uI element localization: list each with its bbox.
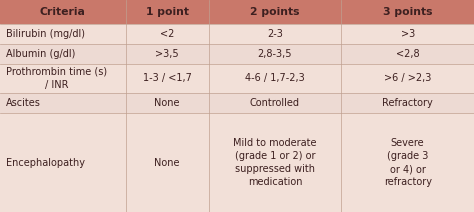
- Text: Albumin (g/dl): Albumin (g/dl): [6, 49, 75, 59]
- Text: Refractory: Refractory: [382, 98, 433, 108]
- Bar: [0, 113, 474, 212]
- Bar: [0, 64, 474, 93]
- Text: Bilirubin (mg/dl): Bilirubin (mg/dl): [6, 29, 85, 39]
- Text: >6 / >2,3: >6 / >2,3: [384, 73, 431, 83]
- Text: Severe
(grade 3
or 4) or
refractory: Severe (grade 3 or 4) or refractory: [383, 138, 432, 187]
- Text: >3: >3: [401, 29, 415, 39]
- Bar: [0, 93, 474, 113]
- Bar: [0, 44, 474, 64]
- Text: Criteria: Criteria: [40, 7, 86, 17]
- Text: Encephalopathy: Encephalopathy: [6, 158, 85, 167]
- Text: Controlled: Controlled: [250, 98, 300, 108]
- Text: 1-3 / <1,7: 1-3 / <1,7: [143, 73, 191, 83]
- Text: 3 points: 3 points: [383, 7, 432, 17]
- Text: None: None: [155, 98, 180, 108]
- Text: <2: <2: [160, 29, 174, 39]
- Text: Prothrombin time (s)
/ INR: Prothrombin time (s) / INR: [6, 67, 107, 90]
- Text: 1 point: 1 point: [146, 7, 189, 17]
- Text: 2,8-3,5: 2,8-3,5: [258, 49, 292, 59]
- Text: <2,8: <2,8: [396, 49, 419, 59]
- Text: 2 points: 2 points: [250, 7, 300, 17]
- Bar: [0, 24, 474, 44]
- Text: 4-6 / 1,7-2,3: 4-6 / 1,7-2,3: [245, 73, 305, 83]
- Bar: [0, 0, 474, 24]
- Text: >3,5: >3,5: [155, 49, 179, 59]
- Text: Mild to moderate
(grade 1 or 2) or
suppressed with
medication: Mild to moderate (grade 1 or 2) or suppr…: [233, 138, 317, 187]
- Text: Ascites: Ascites: [6, 98, 41, 108]
- Text: 2-3: 2-3: [267, 29, 283, 39]
- Text: None: None: [155, 158, 180, 167]
